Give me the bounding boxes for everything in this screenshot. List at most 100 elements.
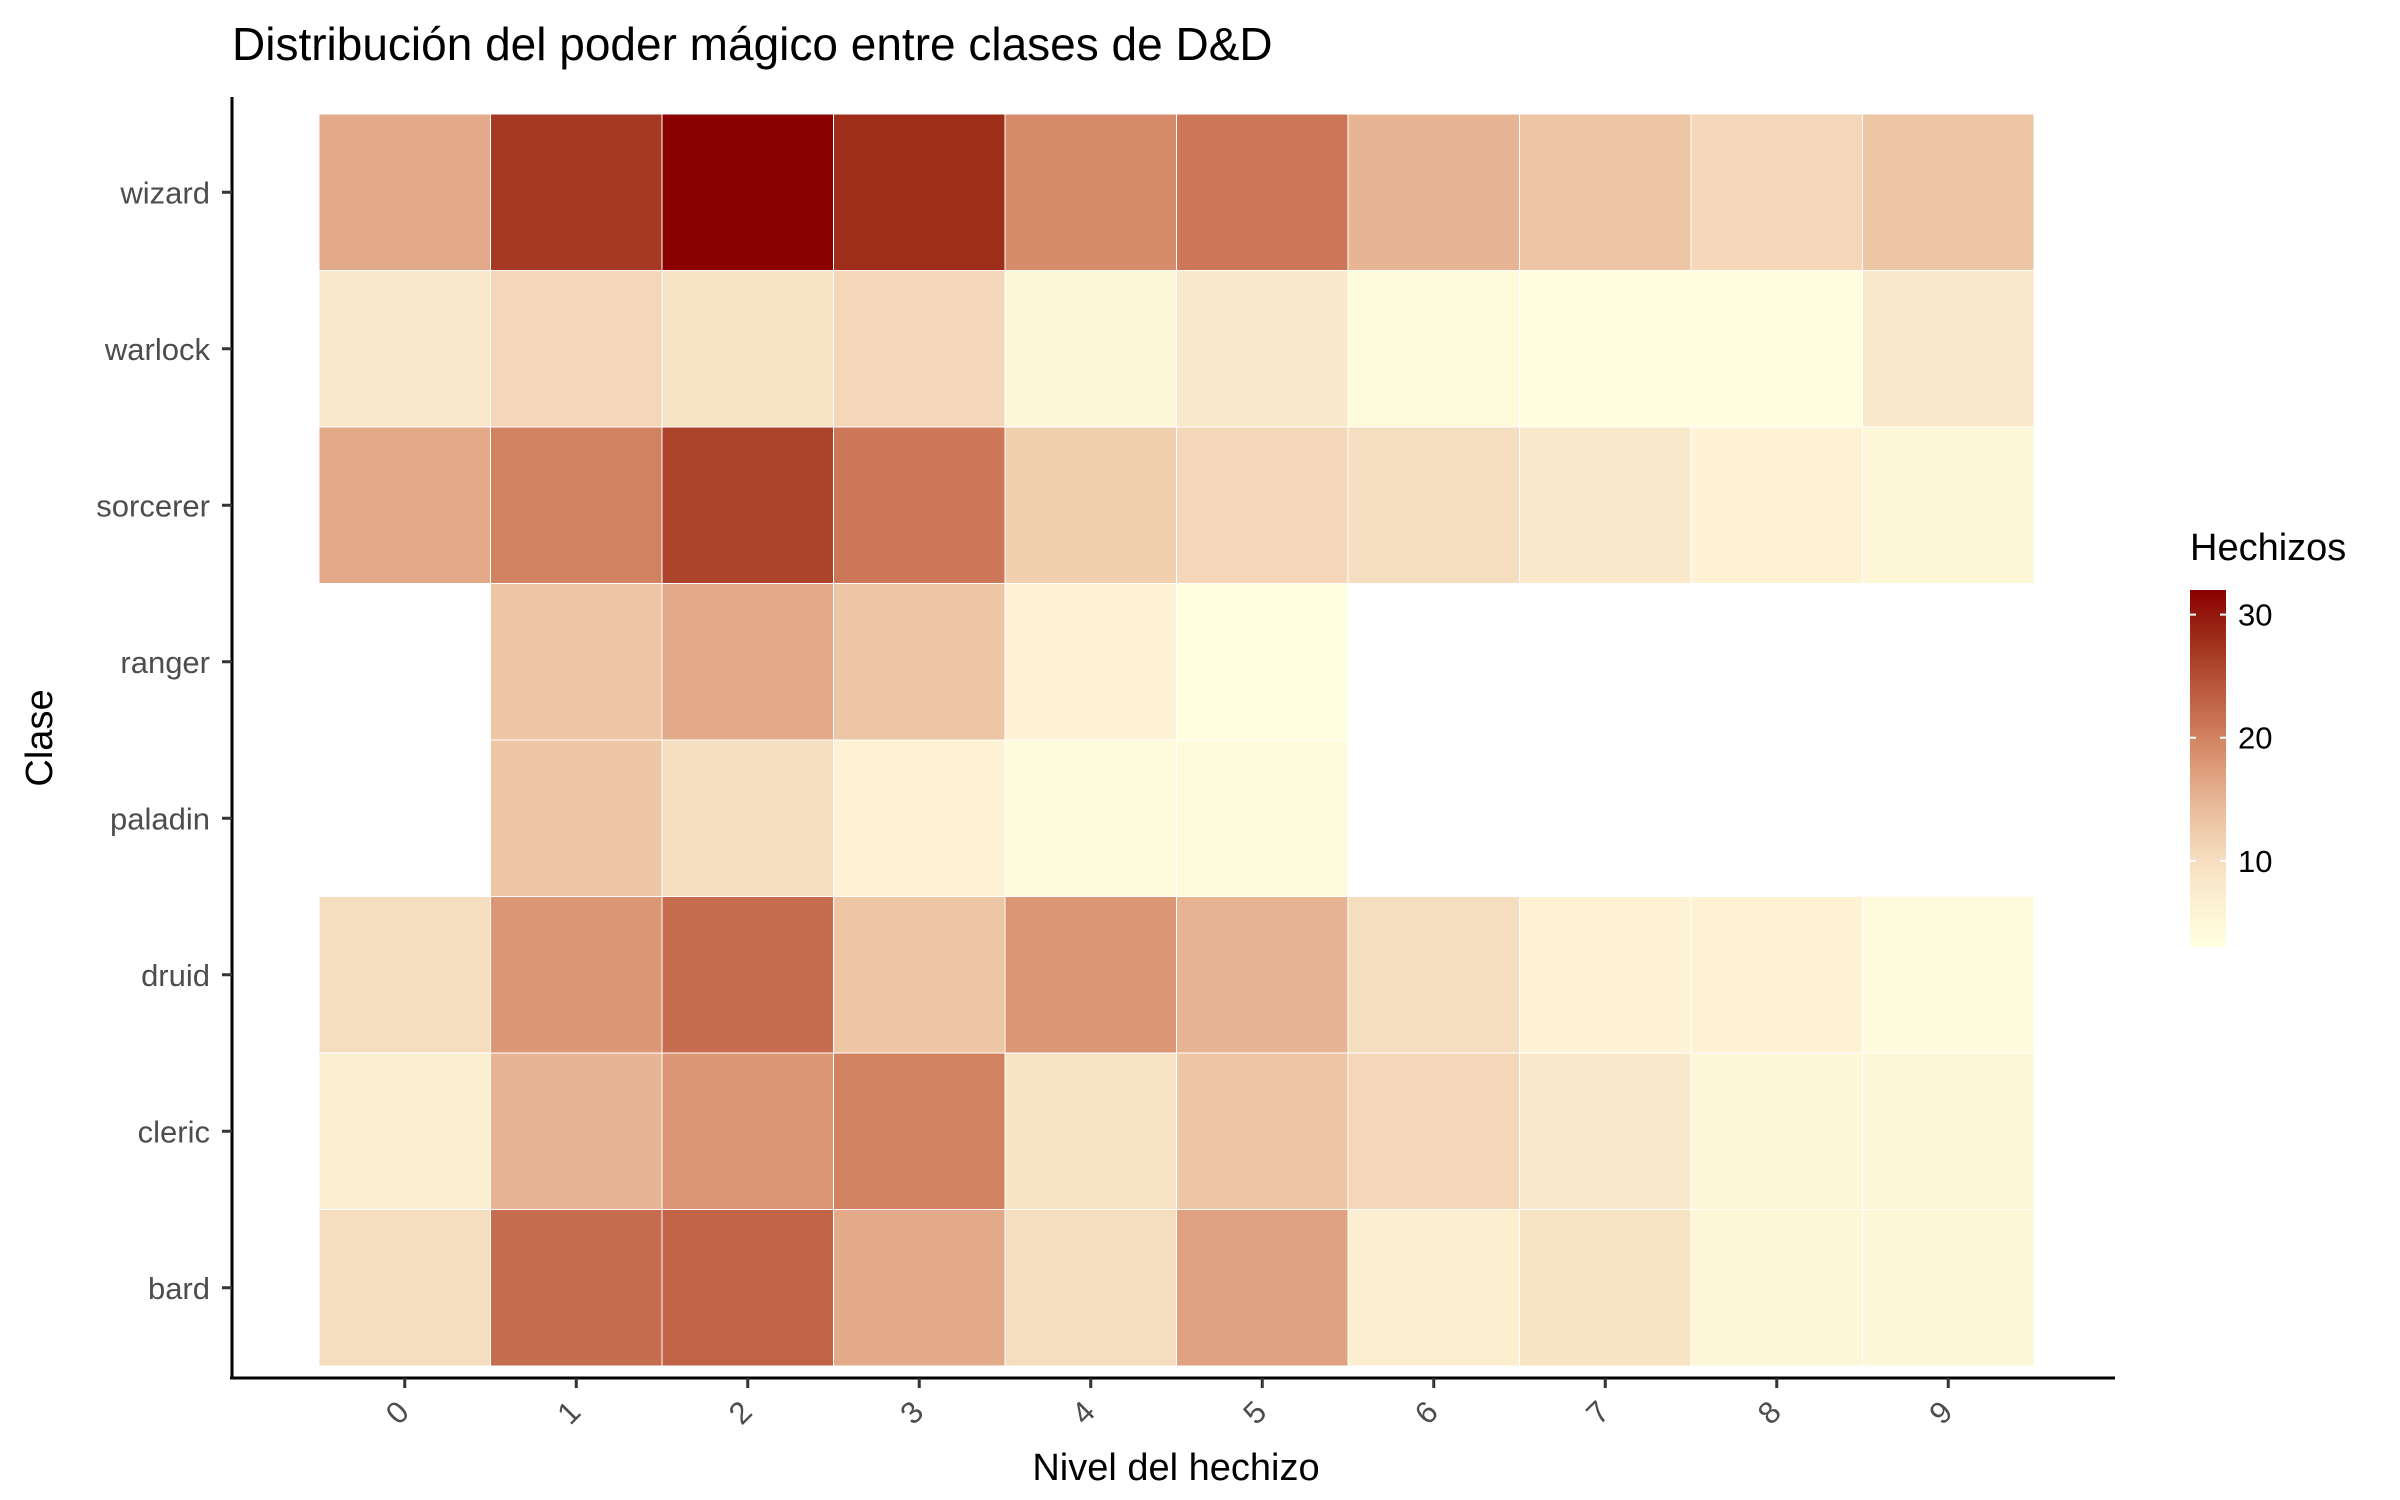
heatmap-cell-paladin-1: [490, 739, 663, 897]
heatmap-cell-bard-7: [1519, 1209, 1692, 1367]
heatmap-cell-bard-1: [490, 1209, 663, 1367]
heatmap-cell-sorcerer-2: [661, 426, 834, 584]
heatmap-cell-warlock-0: [318, 270, 491, 428]
heatmap-cell-wizard-9: [1862, 113, 2035, 271]
x-tick-label-6: 6: [1408, 1394, 1445, 1431]
legend: Hechizos 10 20 30: [2190, 527, 2346, 947]
heatmap-cell-wizard-6: [1347, 113, 1520, 271]
heatmap-cell-cleric-7: [1519, 1052, 1692, 1210]
heatmap-cell-warlock-7: [1519, 270, 1692, 428]
heatmap-cell-paladin-3: [833, 739, 1006, 897]
y-tick-label-warlock: warlock: [104, 332, 211, 367]
x-tick-label-5: 5: [1236, 1394, 1273, 1431]
heatmap-cell-warlock-4: [1004, 270, 1177, 428]
heatmap-cell-sorcerer-0: [318, 426, 491, 584]
heatmap-cell-warlock-6: [1347, 270, 1520, 428]
x-tick-label-2: 2: [722, 1394, 759, 1431]
legend-colorbar: [2190, 590, 2226, 947]
heatmap-cell-wizard-0: [318, 113, 491, 271]
heatmap-cell-warlock-2: [661, 270, 834, 428]
heatmap-cell-cleric-3: [833, 1052, 1006, 1210]
legend-tick-label-20: 20: [2238, 721, 2272, 756]
heatmap-cell-druid-1: [490, 896, 663, 1054]
heatmap-cell-sorcerer-6: [1347, 426, 1520, 584]
heatmap-cell-warlock-8: [1690, 270, 1863, 428]
heatmap-cell-druid-4: [1004, 896, 1177, 1054]
x-tick-label-8: 8: [1751, 1394, 1788, 1431]
axes: [230, 97, 2115, 1380]
heatmap-cell-warlock-5: [1176, 270, 1349, 428]
y-tick-label-bard: bard: [148, 1271, 210, 1306]
heatmap-cell-cleric-9: [1862, 1052, 2035, 1210]
y-tick-label-paladin: paladin: [110, 801, 210, 836]
heatmap-cell-druid-6: [1347, 896, 1520, 1054]
heatmap-cell-ranger-1: [490, 583, 663, 741]
x-tick-label-1: 1: [550, 1394, 587, 1431]
legend-ticks: 10 20 30: [2190, 598, 2272, 879]
x-axis-ticks: 0 1 2 3 4 5 6 7 8 9: [379, 1378, 1959, 1431]
heatmap-cell-warlock-3: [833, 270, 1006, 428]
heatmap-cell-bard-8: [1690, 1209, 1863, 1367]
heatmap-cell-sorcerer-5: [1176, 426, 1349, 584]
heatmap-cell-paladin-2: [661, 739, 834, 897]
heatmap-cell-wizard-3: [833, 113, 1006, 271]
heatmap-cell-druid-3: [833, 896, 1006, 1054]
heatmap-cell-wizard-8: [1690, 113, 1863, 271]
heatmap-cell-bard-9: [1862, 1209, 2035, 1367]
heatmap-cell-bard-4: [1004, 1209, 1177, 1367]
heatmap-cell-cleric-8: [1690, 1052, 1863, 1210]
heatmap-cell-sorcerer-7: [1519, 426, 1692, 584]
heatmap-cell-cleric-6: [1347, 1052, 1520, 1210]
heatmap-cells: [318, 113, 2035, 1367]
heatmap-cell-ranger-2: [661, 583, 834, 741]
heatmap-cell-bard-0: [318, 1209, 491, 1367]
chart-title: Distribución del poder mágico entre clas…: [232, 18, 1273, 70]
legend-title: Hechizos: [2190, 527, 2346, 569]
heatmap-cell-ranger-3: [833, 583, 1006, 741]
heatmap-cell-druid-8: [1690, 896, 1863, 1054]
heatmap-cell-cleric-5: [1176, 1052, 1349, 1210]
heatmap-cell-druid-7: [1519, 896, 1692, 1054]
heatmap-cell-ranger-5: [1176, 583, 1349, 741]
heatmap-cell-warlock-9: [1862, 270, 2035, 428]
heatmap-cell-druid-2: [661, 896, 834, 1054]
y-tick-label-druid: druid: [141, 958, 210, 993]
x-tick-label-0: 0: [379, 1394, 416, 1431]
heatmap-cell-bard-6: [1347, 1209, 1520, 1367]
heatmap-cell-cleric-1: [490, 1052, 663, 1210]
heatmap-cell-ranger-4: [1004, 583, 1177, 741]
heatmap-cell-wizard-2: [661, 113, 834, 271]
heatmap-cell-cleric-0: [318, 1052, 491, 1210]
heatmap-cell-bard-5: [1176, 1209, 1349, 1367]
heatmap-cell-wizard-4: [1004, 113, 1177, 271]
y-tick-label-cleric: cleric: [138, 1114, 210, 1149]
y-axis-title: Clase: [19, 689, 61, 786]
heatmap-cell-cleric-4: [1004, 1052, 1177, 1210]
y-tick-label-wizard: wizard: [119, 175, 210, 210]
heatmap-cell-wizard-7: [1519, 113, 1692, 271]
heatmap-cell-cleric-2: [661, 1052, 834, 1210]
heatmap-cell-sorcerer-9: [1862, 426, 2035, 584]
x-tick-label-3: 3: [893, 1394, 930, 1431]
x-tick-label-4: 4: [1065, 1394, 1102, 1431]
heatmap-cell-wizard-1: [490, 113, 663, 271]
heatmap-cell-sorcerer-4: [1004, 426, 1177, 584]
y-tick-label-ranger: ranger: [120, 645, 210, 680]
heatmap-cell-sorcerer-1: [490, 426, 663, 584]
heatmap-cell-wizard-5: [1176, 113, 1349, 271]
legend-tick-label-30: 30: [2238, 598, 2272, 633]
heatmap-cell-paladin-4: [1004, 739, 1177, 897]
y-axis-ticks: bard cleric druid paladin ranger sorcerer warl…: [96, 175, 232, 1306]
heatmap-cell-bard-3: [833, 1209, 1006, 1367]
heatmap-cell-warlock-1: [490, 270, 663, 428]
heatmap-cell-sorcerer-3: [833, 426, 1006, 584]
heatmap-cell-sorcerer-8: [1690, 426, 1863, 584]
y-tick-label-sorcerer: sorcerer: [96, 488, 210, 523]
heatmap-cell-bard-2: [661, 1209, 834, 1367]
x-tick-label-7: 7: [1579, 1394, 1616, 1431]
x-axis-title: Nivel del hechizo: [1032, 1447, 1319, 1489]
heatmap-cell-druid-9: [1862, 896, 2035, 1054]
x-tick-label-9: 9: [1922, 1394, 1959, 1431]
legend-tick-label-10: 10: [2238, 844, 2272, 879]
